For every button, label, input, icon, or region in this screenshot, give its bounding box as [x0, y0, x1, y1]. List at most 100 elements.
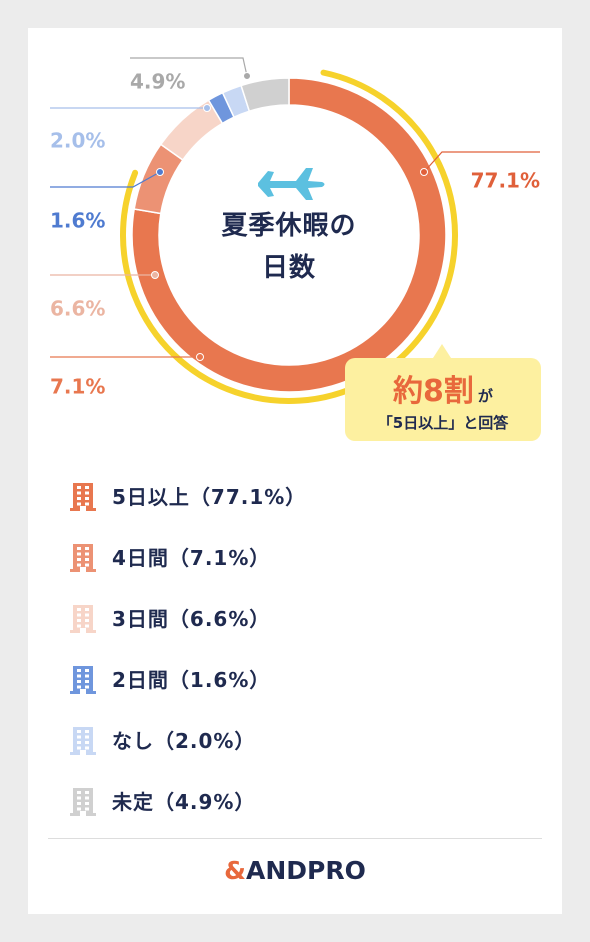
- window: [85, 674, 89, 678]
- legend-label: 2日間（1.6%）: [112, 668, 271, 692]
- legend-icon: [70, 666, 96, 694]
- legend-label: 5日以上（77.1%）: [112, 485, 307, 509]
- window: [77, 746, 81, 750]
- window: [85, 613, 89, 617]
- window: [85, 558, 89, 561]
- door: [80, 811, 86, 816]
- window: [85, 552, 89, 556]
- window: [77, 807, 81, 811]
- window: [77, 796, 81, 800]
- brand: &ANDPRO: [0, 856, 590, 885]
- legend-item: 5日以上（77.1%）: [68, 482, 306, 543]
- window: [85, 807, 89, 811]
- window: [77, 680, 81, 683]
- door: [80, 567, 86, 572]
- window: [77, 802, 81, 805]
- callout-text: 「5日以上」と回答: [377, 414, 509, 432]
- window: [85, 619, 89, 622]
- window: [77, 558, 81, 561]
- callout-highlight: 約8割: [393, 374, 474, 409]
- window: [77, 730, 81, 733]
- legend-item: なし（2.0%）: [68, 726, 306, 787]
- window: [77, 791, 81, 794]
- window: [85, 491, 89, 495]
- card: [28, 28, 562, 914]
- window: [77, 674, 81, 678]
- legend-label: 3日間（6.6%）: [112, 607, 271, 631]
- window: [77, 486, 81, 489]
- value-label: 1.6%: [50, 209, 105, 233]
- window: [85, 502, 89, 506]
- leader-dot: [203, 104, 211, 112]
- legend-icon: [70, 483, 96, 511]
- door: [80, 689, 86, 694]
- legend-item: 未定（4.9%）: [68, 787, 306, 848]
- brand-name: ANDPRO: [245, 856, 366, 885]
- donut-slice: [131, 77, 447, 393]
- window: [77, 624, 81, 628]
- value-label: 7.1%: [50, 375, 105, 399]
- door: [80, 506, 86, 511]
- leader-dot: [243, 72, 251, 80]
- window: [77, 669, 81, 672]
- window: [77, 685, 81, 689]
- legend-icon: [70, 544, 96, 572]
- legend-icon: [70, 727, 96, 755]
- window: [77, 608, 81, 611]
- window: [85, 624, 89, 628]
- window: [77, 497, 81, 500]
- legend: 5日以上（77.1%） 4日間（7.1%） 3日間（6.6%） 2日間（1.6%） なし…: [68, 482, 306, 848]
- window: [77, 502, 81, 506]
- divider: [48, 838, 542, 839]
- window: [77, 741, 81, 744]
- window: [85, 608, 89, 611]
- legend-icon: [70, 605, 96, 633]
- window: [85, 791, 89, 794]
- window: [85, 497, 89, 500]
- door: [80, 750, 86, 755]
- window: [77, 491, 81, 495]
- legend-item: 4日間（7.1%）: [68, 543, 306, 604]
- window: [85, 680, 89, 683]
- window: [85, 547, 89, 550]
- leader-dot: [156, 168, 164, 176]
- leader-line: [50, 171, 161, 188]
- legend-item: 3日間（6.6%）: [68, 604, 306, 665]
- window: [85, 796, 89, 800]
- callout: 約8割が 「5日以上」と回答: [345, 344, 541, 441]
- window: [77, 547, 81, 550]
- value-label: 77.1%: [471, 169, 540, 193]
- legend-label: 未定（4.9%）: [112, 790, 256, 814]
- window: [85, 735, 89, 739]
- window: [85, 746, 89, 750]
- window: [85, 486, 89, 489]
- leader-dot: [196, 353, 204, 361]
- window: [85, 563, 89, 567]
- brand-mark: &: [224, 856, 246, 885]
- legend-item: 2日間（1.6%）: [68, 665, 306, 726]
- window: [77, 552, 81, 556]
- leader-line: [130, 57, 248, 77]
- window: [77, 619, 81, 622]
- leader-dot: [151, 271, 159, 279]
- door: [80, 628, 86, 633]
- legend-label: なし（2.0%）: [112, 729, 256, 753]
- legend-icon: [70, 788, 96, 816]
- window: [85, 685, 89, 689]
- window: [77, 613, 81, 617]
- callout-suffix: が: [477, 387, 493, 405]
- leader-line: [423, 151, 540, 173]
- value-label: 6.6%: [50, 297, 105, 321]
- window: [85, 730, 89, 733]
- window: [77, 563, 81, 567]
- donut-slice: [240, 77, 290, 113]
- window: [85, 802, 89, 805]
- value-label: 2.0%: [50, 129, 105, 153]
- plane-icon: [258, 168, 325, 200]
- chart-title: 夏季休暇の日数: [221, 211, 357, 283]
- window: [85, 741, 89, 744]
- value-label: 4.9%: [130, 70, 185, 94]
- leader-dot: [420, 168, 428, 176]
